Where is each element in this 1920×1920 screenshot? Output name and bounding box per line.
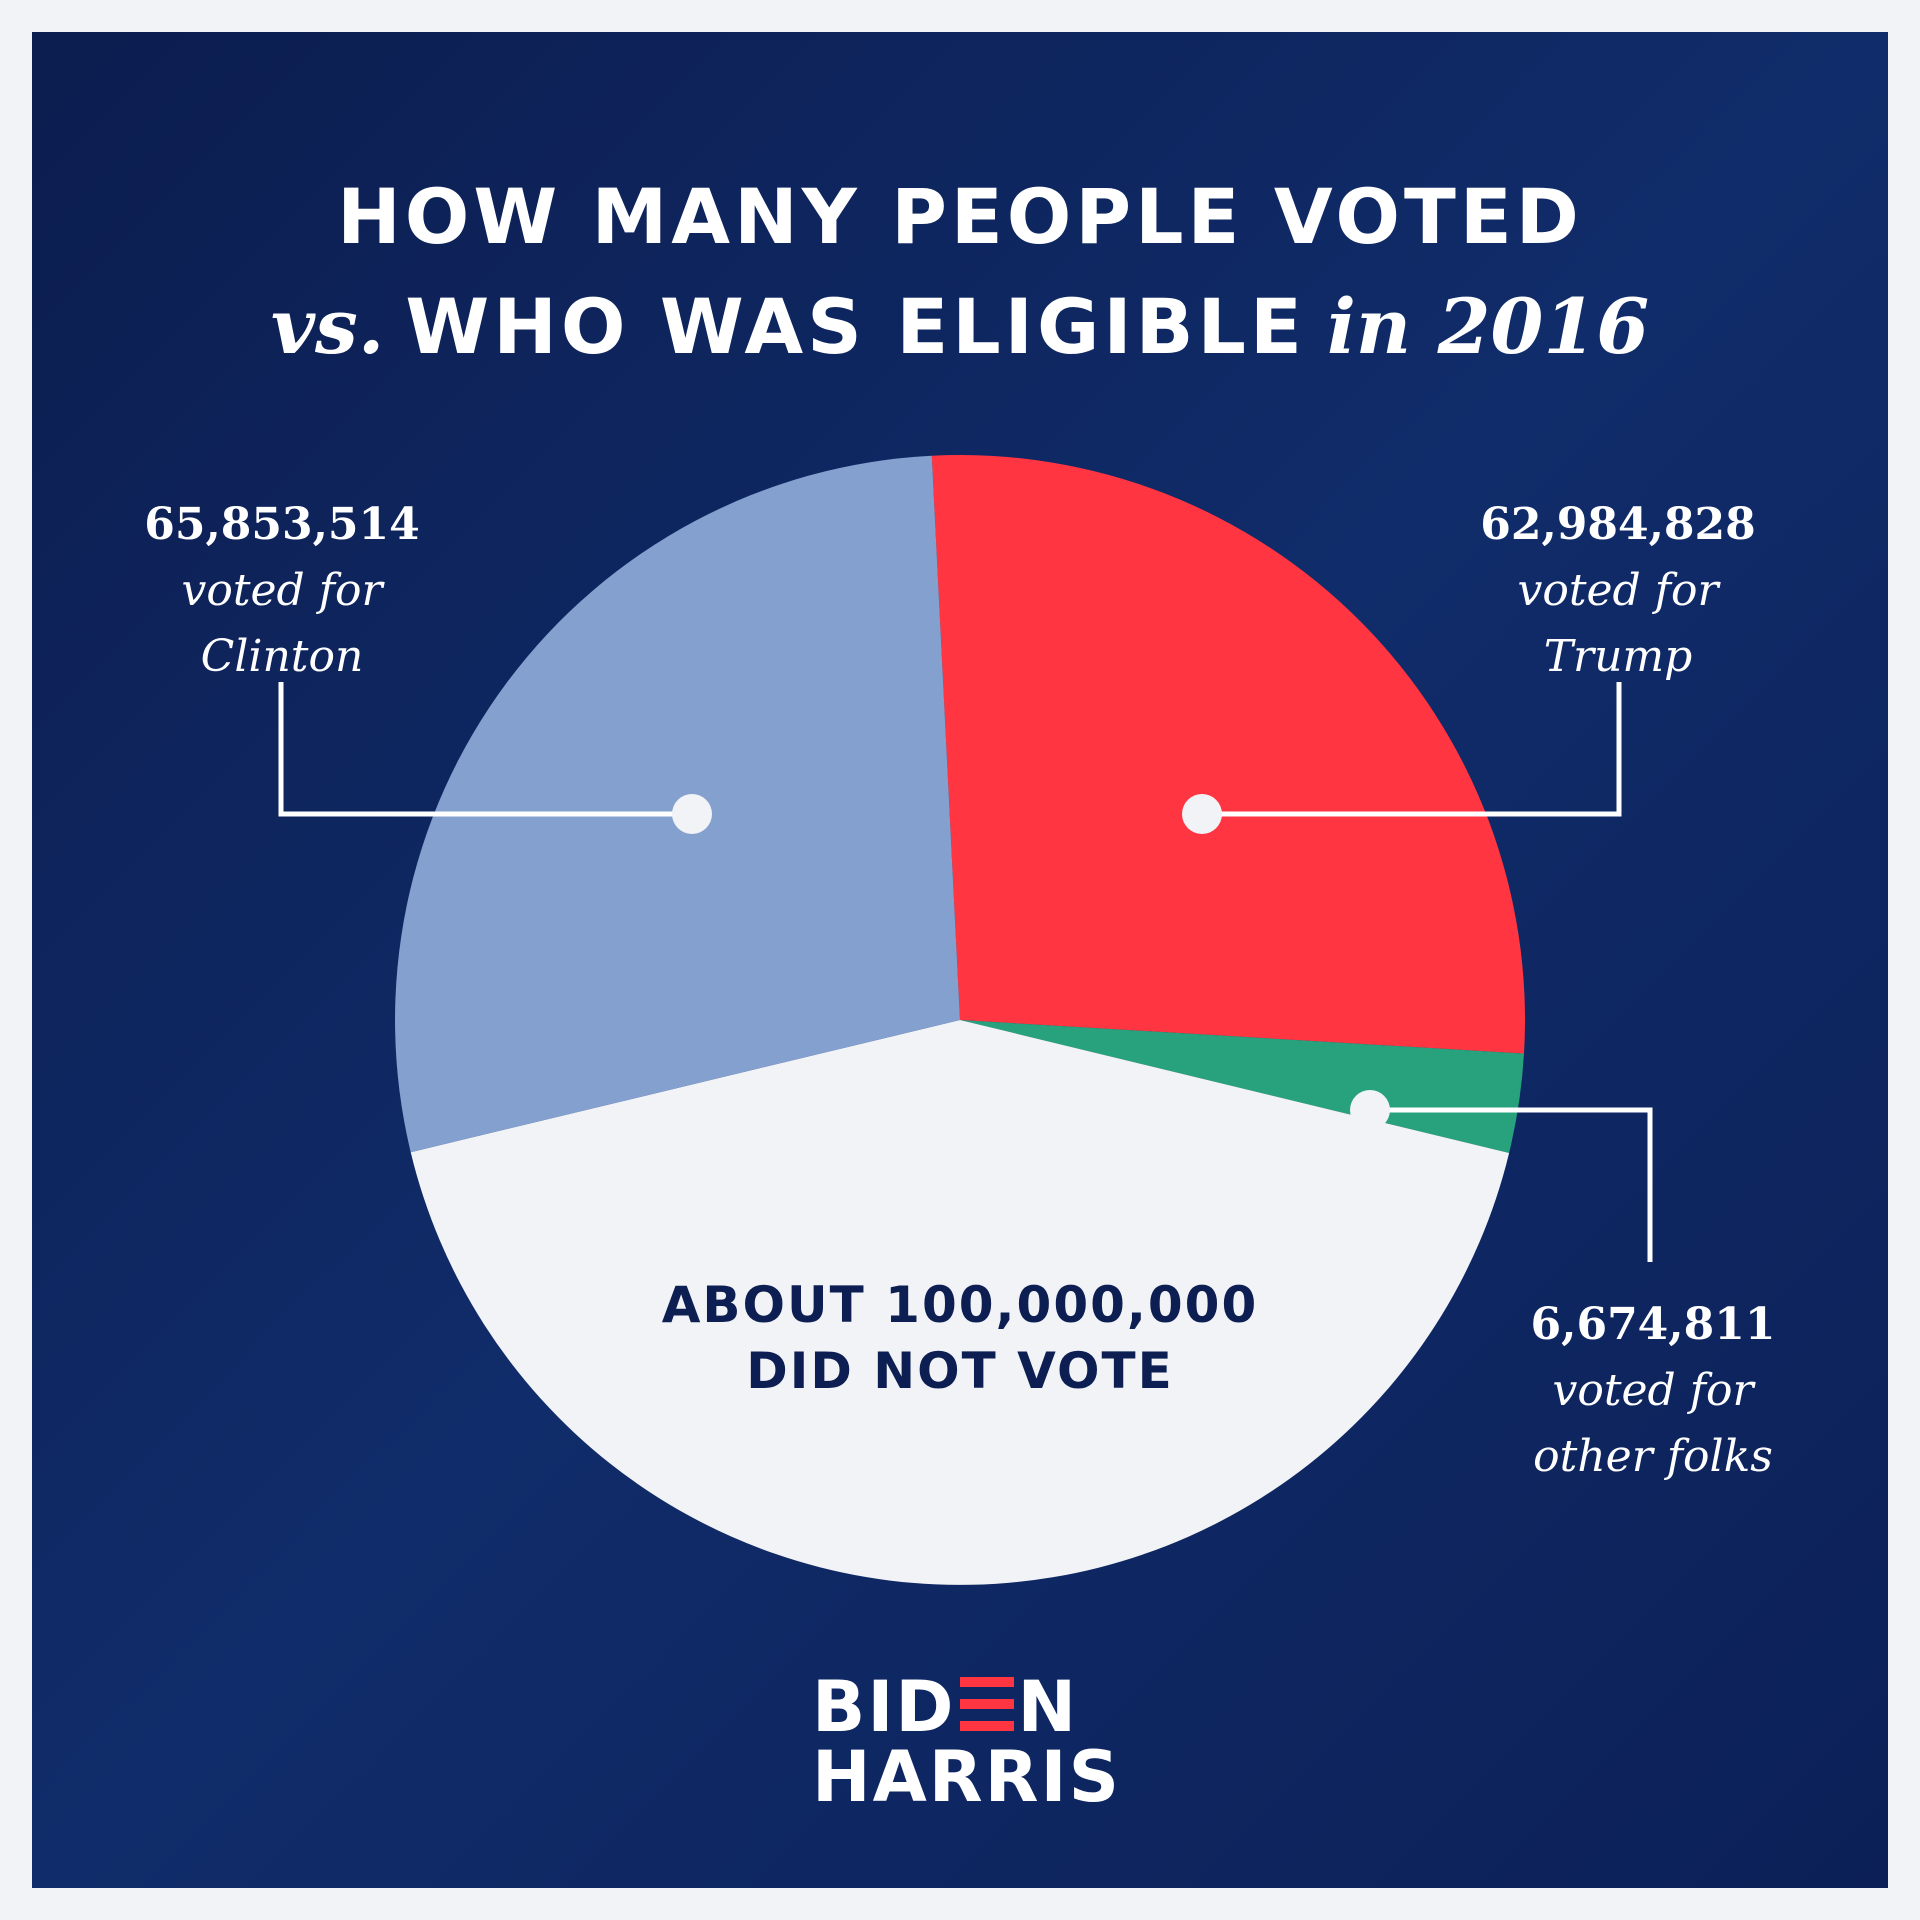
title-year: in 2016	[1327, 282, 1650, 371]
clinton-name: Clinton	[200, 631, 364, 682]
pie-slice-did-not-vote	[410, 1020, 1510, 1585]
did-not-vote-line-2: DID NOT VOTE	[746, 1342, 1174, 1400]
did-not-vote-label: ABOUT 100,000,000 DID NOT VOTE	[32, 1272, 1888, 1404]
title-eligible: WHO WAS ELIGIBLE	[405, 282, 1306, 371]
other-callout: 6,674,811 voted for other folks	[1488, 1292, 1818, 1490]
other-marker-dot	[1350, 1090, 1390, 1130]
pie-chart	[278, 454, 1653, 1585]
clinton-leader-line	[278, 682, 692, 817]
clinton-callout: 65,853,514 voted for Clinton	[132, 492, 432, 690]
did-not-vote-line-1: ABOUT 100,000,000	[661, 1276, 1259, 1334]
other-name: other folks	[1533, 1431, 1773, 1482]
clinton-votes: 65,853,514	[144, 499, 420, 550]
infographic-frame: HOW MANY PEOPLE VOTED vs. WHO WAS ELIGIB…	[32, 32, 1888, 1888]
logo-e-stripes-icon	[959, 1677, 1014, 1731]
title-line-2: vs. WHO WAS ELIGIBLE in 2016	[32, 282, 1888, 371]
other-leader-line	[1370, 1107, 1653, 1262]
trump-callout: 62,984,828 voted for Trump	[1468, 492, 1768, 690]
logo-bottom-row: HARRIS	[812, 1736, 1122, 1818]
title-line-1: HOW MANY PEOPLE VOTED	[337, 172, 1583, 261]
trump-votes: 62,984,828	[1480, 499, 1756, 550]
logo-top-row: BID N	[812, 1666, 1079, 1748]
trump-marker-dot	[1182, 794, 1222, 834]
clinton-voted-for: voted for	[181, 565, 383, 616]
trump-voted-for: voted for	[1517, 565, 1719, 616]
trump-name: Trump	[1543, 631, 1693, 682]
pie-slice-trump	[931, 454, 1526, 1054]
biden-harris-logo: BID N HARRIS	[812, 1672, 1121, 1812]
clinton-marker-dot	[672, 794, 712, 834]
title-vs: vs.	[270, 282, 385, 371]
trump-leader-line	[1202, 682, 1622, 817]
other-voted-for: voted for	[1552, 1365, 1754, 1416]
other-votes: 6,674,811	[1530, 1299, 1776, 1350]
